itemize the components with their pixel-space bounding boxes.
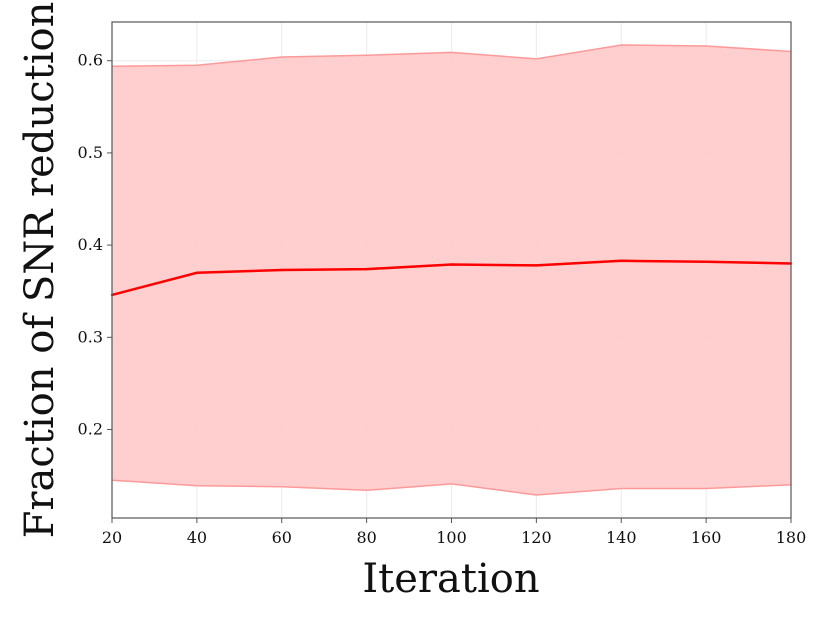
- data-point: [535, 264, 538, 267]
- data-point: [620, 259, 623, 262]
- y-axis-label: Fraction of SNR reduction: [17, 2, 63, 539]
- x-tick-label: 160: [691, 528, 722, 547]
- data-point: [450, 263, 453, 266]
- y-tick-label: 0.5: [78, 143, 103, 162]
- band-lower-edge: [111, 479, 792, 496]
- data-point: [365, 267, 368, 271]
- x-tick-label: 20: [102, 528, 122, 547]
- x-axis-label: Iteration: [362, 556, 539, 602]
- x-tick-label: 140: [606, 528, 637, 547]
- data-point: [280, 268, 283, 272]
- data-point: [195, 271, 199, 274]
- y-tick-label: 0.2: [78, 419, 103, 438]
- confidence-band: [112, 45, 791, 495]
- x-tick-label: 40: [187, 528, 207, 547]
- x-tick-label: 100: [436, 528, 467, 547]
- x-tick-label: 120: [521, 528, 552, 547]
- data-point: [704, 260, 708, 263]
- x-tick-label: 180: [776, 528, 807, 547]
- y-tick-label: 0.6: [78, 51, 103, 70]
- x-tick-label: 60: [272, 528, 292, 547]
- y-axis-ticks: 0.2 0.3 0.4 0.5 0.6: [78, 51, 112, 438]
- x-tick-label: 80: [356, 528, 376, 547]
- y-tick-label: 0.3: [78, 327, 103, 346]
- band-upper-edge: [111, 44, 792, 68]
- y-tick-label: 0.4: [78, 235, 103, 254]
- x-axis-ticks: 20 40 60 80 100 120 140 160 180: [102, 518, 806, 547]
